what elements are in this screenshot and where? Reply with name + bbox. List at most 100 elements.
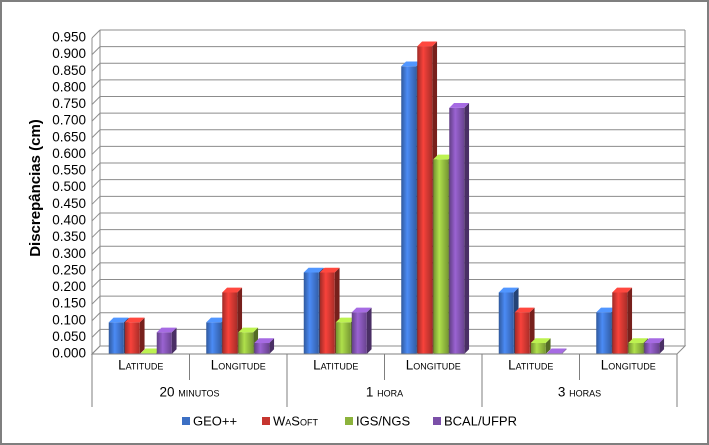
x-tick-label: Latitude (118, 358, 163, 373)
x-tick-label: Longitude (601, 358, 656, 373)
bar-top (498, 287, 519, 293)
bar-top (140, 348, 161, 354)
bar-top (335, 317, 356, 323)
x-tick-label: Longitude (406, 358, 461, 373)
y-tick-label: 0.500 (52, 179, 86, 194)
bar (156, 332, 172, 354)
grid-line-side (91, 112, 101, 122)
y-tick-label: 0.850 (52, 63, 86, 78)
y-tick-label: 0.550 (52, 163, 86, 178)
bar (612, 292, 628, 354)
bar-top (124, 317, 145, 323)
y-tick-label: 0.050 (52, 329, 86, 344)
bar-top (303, 267, 324, 273)
grid-line-side (91, 195, 101, 205)
bar-top (351, 307, 372, 313)
grid-line-side (91, 329, 101, 338)
group-label: 1 hora (366, 385, 403, 400)
y-tick-label: 0.200 (52, 279, 86, 294)
bar (417, 46, 433, 354)
x-tick-label: Latitude (313, 358, 358, 373)
legend-swatch (345, 417, 353, 425)
bar (254, 343, 270, 354)
grid-line-side (91, 295, 101, 305)
grid-line-side (91, 212, 101, 222)
bar-top (319, 267, 340, 273)
y-tick-label: 0.300 (52, 246, 86, 261)
floor (90, 345, 687, 355)
bar-top (449, 103, 470, 108)
bar (222, 292, 238, 354)
bar (335, 322, 351, 354)
bar (238, 332, 254, 354)
grid-line-side (91, 229, 101, 238)
bar-top (612, 287, 633, 293)
y-tick-label: 0.950 (52, 30, 86, 45)
bar (303, 272, 319, 354)
bar (596, 312, 612, 354)
grid-line-side (91, 146, 101, 155)
bar-side (269, 338, 275, 354)
y-tick-label: 0.650 (52, 129, 86, 144)
legend-label: WaSoft (273, 413, 318, 428)
bar-side (171, 327, 177, 354)
bar (628, 343, 644, 354)
bar-side (627, 287, 633, 354)
legend-label: BCAL/UFPR (444, 413, 517, 428)
bar-top (401, 61, 422, 67)
bar (401, 66, 417, 354)
y-tick-label: 0.000 (52, 346, 86, 361)
bar (108, 322, 124, 354)
y-tick-label: 0.150 (52, 296, 86, 311)
grid-line-side (91, 29, 101, 39)
bar-top (644, 338, 665, 344)
bar-top (433, 154, 454, 160)
bar-top (156, 327, 177, 333)
bar-side (545, 338, 551, 354)
bar (449, 107, 465, 354)
bar-top (546, 348, 567, 354)
bar-top (108, 317, 129, 323)
bar (124, 322, 140, 354)
grid-line-side (91, 345, 101, 355)
grid-line-side (91, 279, 101, 288)
bar-top (222, 287, 243, 293)
y-tick-label: 0.100 (52, 312, 86, 327)
bar (206, 322, 222, 354)
bar-top (417, 41, 438, 47)
y-tick-label: 0.700 (52, 113, 86, 128)
grid-line-side (91, 245, 101, 255)
bar-side (366, 307, 372, 354)
grid-line-side (91, 312, 101, 322)
y-axis-label: Discrepâncias (cm) (27, 119, 44, 257)
bar (319, 272, 335, 354)
grid-line-side (91, 162, 101, 172)
bar-top (628, 338, 649, 344)
bar-top (514, 307, 535, 313)
y-tick-label: 0.750 (52, 96, 86, 111)
y-tick-label: 0.250 (52, 262, 86, 277)
bar-top (530, 338, 551, 344)
y-tick-label: 0.600 (52, 146, 86, 161)
y-tick-label: 0.800 (52, 79, 86, 94)
grid-line-side (91, 96, 101, 105)
bar-top (206, 317, 227, 323)
bar (498, 292, 514, 354)
grid-line-side (91, 179, 101, 189)
bar-side (464, 103, 470, 354)
x-tick-label: Latitude (508, 358, 553, 373)
bar-side (659, 338, 665, 354)
x-tick-label: Longitude (211, 358, 266, 373)
group-label: 3 horas (558, 385, 601, 400)
grid-line-side (91, 62, 101, 72)
bar-side (561, 348, 567, 354)
legend-swatch (182, 417, 190, 425)
grid-line-side (91, 46, 101, 55)
grid-line-side (91, 129, 101, 139)
grid-line-side (91, 79, 101, 89)
bar-top (254, 338, 275, 344)
bar-top (238, 327, 259, 333)
bar (351, 312, 367, 354)
legend-swatch (433, 417, 441, 425)
legend-label: GEO++ (193, 413, 237, 428)
